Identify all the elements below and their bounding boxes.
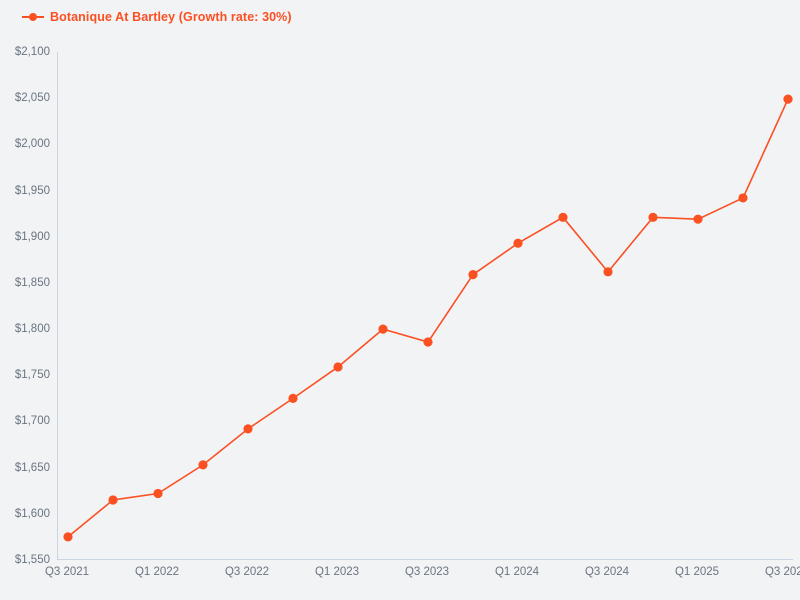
- data-point-marker[interactable]: [378, 324, 388, 334]
- data-point-marker[interactable]: [288, 393, 298, 403]
- y-axis-tick-label: $1,850: [14, 276, 50, 289]
- y-axis-tick-label: $1,900: [14, 230, 50, 243]
- data-point-marker[interactable]: [63, 532, 73, 542]
- x-axis-tick-label: Q3 2024: [584, 566, 630, 578]
- y-axis-tick-label: $2,000: [14, 138, 50, 151]
- data-point-marker[interactable]: [738, 193, 748, 203]
- x-axis-tick-label: Q1 2022: [134, 566, 180, 578]
- data-point-marker[interactable]: [468, 269, 478, 280]
- y-axis-tick-label: $1,750: [14, 369, 50, 382]
- y-axis-tick-label: $1,650: [14, 461, 50, 474]
- data-point-marker[interactable]: [783, 94, 793, 104]
- x-axis-tick-label: Q3 2023: [404, 566, 450, 578]
- data-point-marker[interactable]: [333, 362, 343, 372]
- x-axis-tick-label: Q1 2025: [674, 566, 720, 578]
- y-axis-tick-label: $1,950: [14, 184, 50, 197]
- data-point-marker[interactable]: [423, 337, 433, 347]
- line-dot-marker-icon: [22, 11, 44, 23]
- x-axis-tick-label: Q3 2025: [764, 566, 800, 578]
- x-axis-tick-label: Q1 2024: [494, 566, 540, 578]
- y-axis-tick-label: $2,100: [14, 46, 50, 58]
- data-point-marker[interactable]: [603, 267, 613, 277]
- data-point-marker[interactable]: [243, 424, 253, 434]
- y-axis-tick-label: $1,550: [14, 554, 50, 566]
- series-line-botanique-at-bartley: [63, 94, 793, 542]
- data-point-marker[interactable]: [108, 495, 118, 505]
- x-axis: Q3 2021 Q1 2022 Q3 2022 Q1 2023 Q3 2023 Q1 20…: [0, 566, 800, 586]
- data-point-marker[interactable]: [558, 212, 568, 222]
- legend-series-label: Botanique At Bartley (Growth rate: 30%): [50, 10, 292, 24]
- x-axis-tick-label: Q3 2022: [224, 566, 270, 578]
- x-axis-tick-label: Q1 2023: [314, 566, 360, 578]
- data-point-marker[interactable]: [648, 212, 658, 222]
- y-axis-tick-label: $1,700: [14, 415, 50, 428]
- y-axis-tick-label: $1,600: [14, 507, 50, 520]
- data-point-marker[interactable]: [513, 238, 523, 248]
- y-axis: $1,550 $1,600 $1,650 $1,700 $1,750 $1,800 $1,8…: [0, 0, 50, 600]
- plot-area: [57, 52, 793, 560]
- chart-legend[interactable]: Botanique At Bartley (Growth rate: 30%): [22, 9, 292, 25]
- x-axis-tick-label: Q3 2021: [44, 566, 90, 578]
- y-axis-tick-label: $1,800: [14, 323, 50, 336]
- series-line: [67, 98, 789, 538]
- data-point-marker[interactable]: [693, 214, 703, 224]
- data-point-marker[interactable]: [153, 488, 163, 499]
- y-axis-tick-label: $2,050: [14, 92, 50, 105]
- data-point-marker[interactable]: [198, 460, 208, 470]
